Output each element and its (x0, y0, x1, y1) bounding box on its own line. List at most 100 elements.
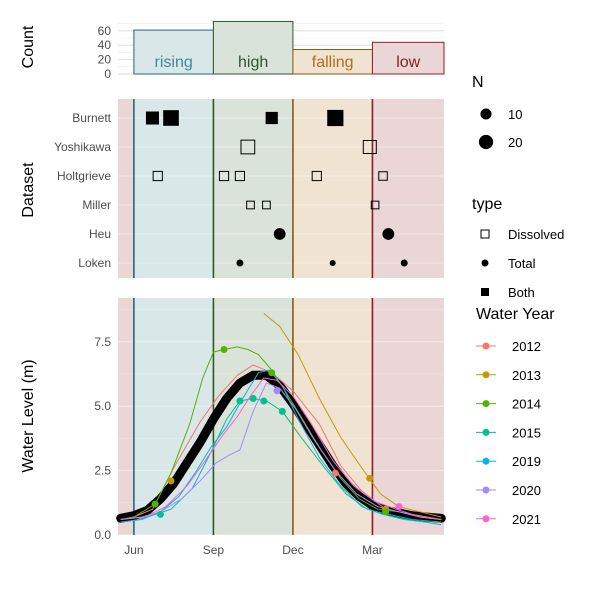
legend-year-dot-2014 (482, 400, 490, 408)
sample-point-2013 (366, 474, 374, 482)
series-line-2013 (263, 313, 442, 518)
sample-point-2020 (273, 387, 281, 395)
bar-label-rising: rising (155, 54, 193, 71)
y-axis-title-water-level: Water Level (m) (20, 359, 37, 472)
bar-rising (133, 29, 214, 75)
legend-year-dot-2013 (482, 371, 490, 379)
point-dissolved (234, 170, 246, 182)
series-line-2020 (120, 382, 442, 520)
season-band-falling (292, 99, 373, 278)
point-dissolved (218, 170, 230, 182)
legend-size-label: 20 (508, 135, 522, 150)
dataset-label: Burnett (72, 111, 111, 125)
legend-type-label: Both (508, 285, 535, 300)
sample-point-2015 (156, 510, 164, 518)
point-dissolved (152, 170, 163, 182)
point-both (163, 110, 179, 126)
legend-title-type: type (472, 196, 502, 213)
bar-low (371, 41, 445, 75)
dataset-label: Miller (82, 198, 111, 212)
legend-year-label: 2015 (512, 425, 541, 440)
series-line-2019 (120, 369, 442, 526)
point-total (273, 228, 286, 240)
legend-type-label: Dissolved (508, 227, 564, 242)
point-total (236, 259, 244, 267)
series-line-2014 (120, 346, 442, 520)
y-tick-label: 20 (98, 53, 112, 67)
legend-year-label: 2019 (512, 454, 541, 469)
sample-point-2021 (395, 503, 403, 511)
point-total (400, 259, 408, 267)
legend: N 10 20 type Dissolved Total Both Water Year 201… (472, 74, 564, 527)
point-total (382, 228, 395, 240)
season-band-low-start (118, 99, 134, 278)
legend-year-label: 2020 (512, 483, 541, 498)
season-band-low (372, 99, 444, 278)
band-low (372, 298, 444, 535)
legend-year-label: 2012 (512, 339, 541, 354)
legend-size-marker (480, 108, 492, 120)
legend-size-marker (478, 134, 494, 150)
band-low-start (118, 298, 134, 535)
band-rising (133, 298, 214, 535)
legend-type-label: Total (508, 256, 536, 271)
legend-year-label: 2013 (512, 368, 541, 383)
legend-year-label: 2021 (512, 512, 541, 527)
point-dissolved (262, 200, 271, 210)
y-tick-label: 0 (104, 67, 111, 81)
legend-year-dot-2021 (482, 515, 490, 523)
bar-label-falling: falling (312, 54, 354, 71)
dataset-panel: Burnett Yoshikawa Holtgrieve Miller Heu Loken… (20, 99, 444, 278)
series-line-2021 (120, 377, 442, 520)
point-dissolved (370, 200, 380, 210)
sample-point-2014 (151, 500, 159, 508)
bar-label-low: low (396, 54, 420, 71)
point-dissolved (246, 200, 255, 210)
y-tick-label: 2.5 (94, 464, 111, 478)
y-tick-label: 7.5 (94, 335, 111, 349)
point-both (265, 111, 278, 125)
sample-point-2015 (278, 407, 286, 415)
season-band-high (213, 99, 293, 278)
legend-year-label: 2014 (512, 397, 541, 412)
legend-type-marker-total (481, 259, 489, 267)
y-axis-title-count: Count (20, 25, 37, 68)
legend-title-water-year: Water Year (476, 306, 555, 323)
y-tick-label: 0.0 (94, 528, 111, 542)
point-total (329, 260, 336, 266)
point-both (327, 109, 344, 127)
dataset-label: Holtgrieve (57, 169, 111, 183)
point-dissolved (240, 139, 256, 155)
y-tick-label: 5.0 (94, 399, 111, 413)
legend-year-dot-2020 (482, 486, 490, 494)
point-dissolved (378, 171, 388, 181)
band-high (213, 298, 293, 535)
legend-year-dot-2019 (482, 457, 490, 465)
x-tick-label: Mar (362, 543, 383, 557)
legend-type-marker-both (481, 288, 489, 296)
sample-point-2012 (331, 469, 339, 477)
x-tick-label: Dec (282, 543, 303, 557)
point-dissolved (311, 170, 322, 182)
legend-size-label: 10 (508, 107, 522, 122)
point-dissolved (362, 139, 377, 155)
legend-title-n: N (472, 74, 484, 91)
legend-year-dot-2015 (482, 428, 490, 436)
bar-high (212, 20, 294, 75)
x-tick-label: Jun (124, 543, 143, 557)
dataset-label: Heu (89, 227, 111, 241)
bar-label-high: high (238, 54, 268, 71)
sample-point-2013 (167, 477, 175, 485)
point-both (145, 111, 159, 125)
legend-type-marker-dissolved (480, 229, 490, 239)
dataset-label: Yoshikawa (54, 140, 111, 154)
sample-point-2015 (236, 397, 244, 405)
y-axis-title-dataset: Dataset (20, 162, 37, 218)
y-tick-label: 40 (98, 38, 112, 52)
sample-point-2015 (260, 397, 268, 405)
water-level-panel: 0.0 2.5 5.0 7.5 Jun Sep Dec Mar Water Level (m) (20, 298, 446, 557)
sample-point-2014 (382, 508, 390, 516)
dataset-label: Loken (78, 256, 111, 270)
